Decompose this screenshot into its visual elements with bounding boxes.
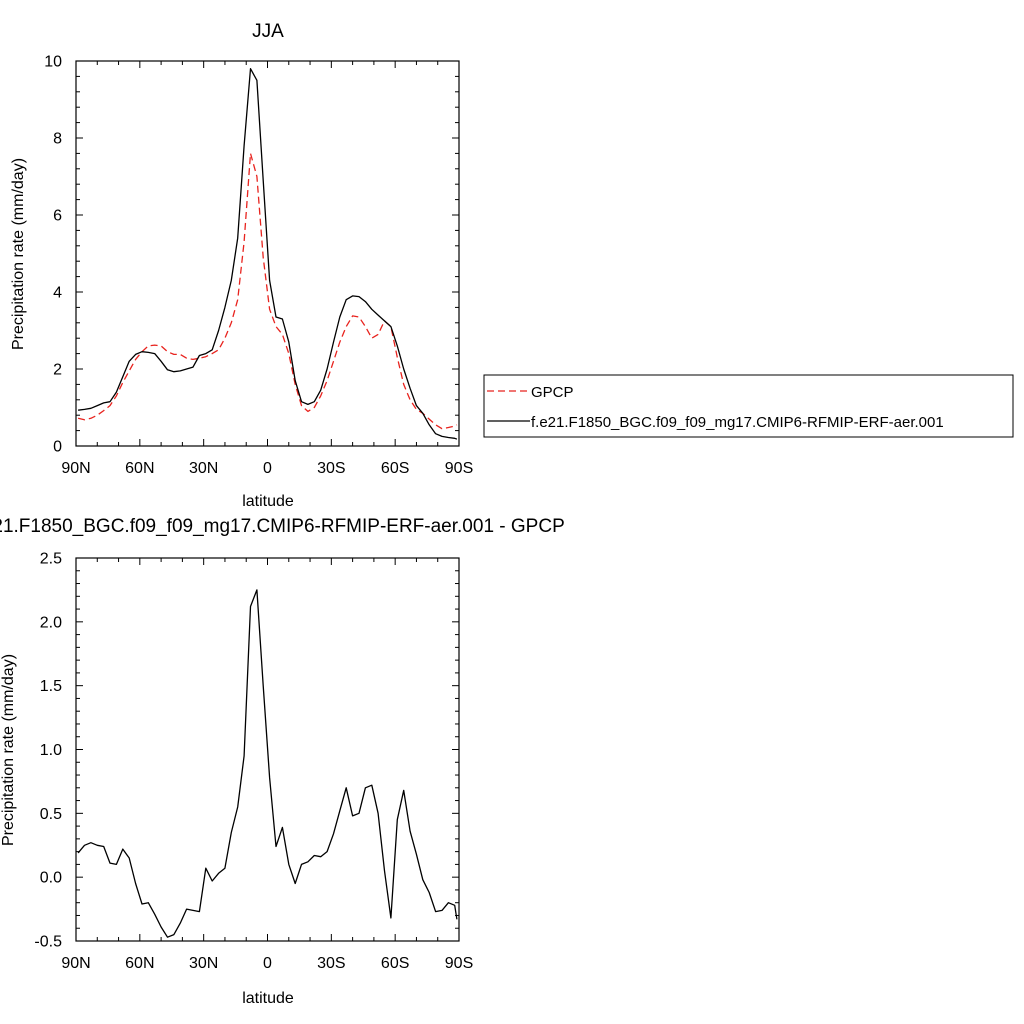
top-ytick-label: 6 <box>53 208 62 225</box>
top-ytick-label: 8 <box>53 131 62 148</box>
bottom-xtick-label: 90N <box>61 955 90 972</box>
bottom-xtick-label: 30N <box>189 955 218 972</box>
top-ytick-label: 0 <box>53 439 62 456</box>
bottom-ytick-label: 1.5 <box>40 678 62 695</box>
top-xtick-label: 30S <box>317 460 345 477</box>
legend: GPCP f.e21.F1850_BGC.f09_f09_mg17.CMIP6-… <box>483 374 1014 438</box>
bottom-xtick-label: 0 <box>263 955 272 972</box>
bottom-chart-title: f.e21.F1850_BGC.f09_f09_mg17.CMIP6-RFMIP… <box>0 516 565 537</box>
bottom-series-line-model <box>77 589 458 938</box>
bottom-ytick-label: 0.5 <box>40 806 62 823</box>
legend-gpcp-label: GPCP <box>531 384 574 401</box>
top-y-axis-label: Precipitation rate (mm/day) <box>10 158 27 350</box>
top-ytick-label: 10 <box>44 54 62 71</box>
top-series-layer <box>77 68 458 440</box>
legend-box <box>483 374 1014 438</box>
top-xtick-label: 60N <box>125 460 154 477</box>
top-xtick-label: 0 <box>263 460 272 477</box>
top-xtick-label: 90N <box>61 460 90 477</box>
bottom-ytick-label: 2.0 <box>40 614 62 631</box>
top-chart-title: JJA <box>252 21 284 42</box>
top-ytick-label: 2 <box>53 362 62 379</box>
top-xtick-label: 60S <box>381 460 409 477</box>
bottom-xtick-label: 60S <box>381 955 409 972</box>
bottom-series-layer <box>77 589 458 938</box>
top-x-axis-label: latitude <box>242 493 294 510</box>
top-series-line-gpcp <box>77 152 458 430</box>
bottom-xtick-label: 60N <box>125 955 154 972</box>
bottom-ytick-label: -0.5 <box>34 934 62 951</box>
top-xtick-label: 90S <box>445 460 473 477</box>
legend-model-label: f.e21.F1850_BGC.f09_f09_mg17.CMIP6-RFMIP… <box>531 414 944 431</box>
bottom-xtick-label: 30S <box>317 955 345 972</box>
top-xtick-label: 30N <box>189 460 218 477</box>
top-ytick-label: 4 <box>53 285 62 302</box>
top-ticks-layer: 90N 60N 30N 0 30S 60S 90S 0 2 4 6 8 10 <box>44 54 473 478</box>
bottom-ticks-layer: 90N 60N 30N 0 30S 60S 90S -0.5 0.0 0.5 1.0 1.5 2.0 2.… <box>34 551 473 973</box>
bottom-ytick-label: 0.0 <box>40 870 62 887</box>
bottom-ytick-label: 1.0 <box>40 742 62 759</box>
bottom-ytick-label: 2.5 <box>40 551 62 568</box>
bottom-y-axis-label: Precipitation rate (mm/day) <box>0 654 17 846</box>
bottom-x-axis-label: latitude <box>242 990 294 1007</box>
top-series-line-model <box>78 68 458 440</box>
bottom-panel: f.e21.F1850_BGC.f09_f09_mg17.CMIP6-RFMIP… <box>0 516 565 1007</box>
bottom-xtick-label: 90S <box>445 955 473 972</box>
